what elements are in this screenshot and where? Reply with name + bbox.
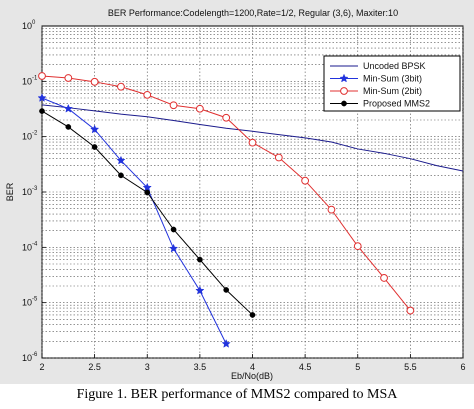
chart-title: BER Performance:Codelength=1200,Rate=1/2… bbox=[108, 8, 398, 18]
x-tick-label: 3.5 bbox=[194, 362, 207, 372]
data-point-circle bbox=[64, 74, 73, 82]
series-group bbox=[37, 93, 231, 348]
y-tick-label: 10-3 bbox=[22, 186, 38, 197]
y-tick-label: 10-4 bbox=[22, 241, 38, 252]
data-point-star bbox=[168, 243, 179, 253]
data-point-circle bbox=[380, 274, 388, 282]
series-line bbox=[41, 97, 227, 345]
data-point-star bbox=[221, 339, 231, 348]
legend-box bbox=[323, 55, 461, 112]
data-point-circle bbox=[117, 82, 125, 91]
series-layer bbox=[37, 72, 464, 348]
data-point-dot bbox=[249, 312, 256, 318]
data-point-star bbox=[142, 182, 152, 192]
legend-item: Proposed MMS2 bbox=[330, 99, 430, 109]
data-point-star bbox=[37, 93, 47, 102]
y-tick-label: 10-6 bbox=[22, 352, 38, 363]
x-tick-label: 5.5 bbox=[404, 362, 417, 372]
data-point-star bbox=[339, 73, 349, 83]
series-group bbox=[39, 108, 256, 318]
data-point-star bbox=[90, 124, 100, 134]
data-point-circle bbox=[327, 205, 336, 214]
data-point-circle bbox=[248, 138, 257, 147]
data-point-dot bbox=[65, 124, 72, 130]
x-axis-title: Eb/No(dB) bbox=[231, 371, 273, 381]
data-point-circle bbox=[406, 306, 415, 315]
data-point-dot bbox=[118, 172, 124, 179]
legend-item: Min-Sum (2bit) bbox=[330, 86, 422, 96]
y-tick-label: 10-5 bbox=[22, 297, 38, 308]
data-point-circle bbox=[90, 77, 99, 86]
data-point-dot bbox=[341, 100, 347, 107]
data-point-circle bbox=[38, 72, 46, 80]
legend-label: Proposed MMS2 bbox=[363, 99, 430, 109]
legend-item: Uncoded BPSK bbox=[330, 61, 426, 71]
series-line bbox=[41, 104, 464, 172]
data-point-star bbox=[195, 285, 205, 295]
data-point-circle bbox=[222, 113, 231, 122]
data-point-dot bbox=[170, 226, 177, 233]
data-point-circle bbox=[301, 176, 310, 185]
ber-chart: BER Performance:Codelength=1200,Rate=1/2… bbox=[5, 8, 466, 381]
legend-label: Uncoded BPSK bbox=[363, 61, 426, 71]
x-tick-label: 4.5 bbox=[299, 362, 312, 372]
y-axis-title: BER bbox=[5, 182, 15, 201]
x-tick-label: 4 bbox=[250, 362, 255, 372]
legend: Uncoded BPSK Min-Sum (3bit) Min-Sum (2bit)… bbox=[323, 55, 461, 112]
figure-panel: BER Performance:Codelength=1200,Rate=1/2… bbox=[0, 0, 474, 384]
data-point-circle bbox=[340, 87, 348, 95]
x-tick-label: 3 bbox=[145, 362, 150, 372]
data-point-circle bbox=[143, 90, 152, 99]
y-tick-labels: 100 10-1 10-2 10-3 10-4 10-5 10-6 bbox=[22, 20, 46, 363]
legend-item: Min-Sum (3bit) bbox=[330, 74, 422, 84]
y-tick-label: 10-1 bbox=[22, 75, 38, 86]
legend-label: Min-Sum (2bit) bbox=[363, 86, 422, 96]
data-point-dot bbox=[197, 256, 203, 263]
data-point-circle bbox=[195, 104, 204, 113]
x-tick-label: 6 bbox=[460, 362, 465, 372]
data-point-dot bbox=[39, 108, 45, 114]
data-point-dot bbox=[144, 189, 151, 196]
data-point-circle bbox=[274, 153, 283, 162]
x-tick-label: 2 bbox=[39, 362, 44, 372]
data-point-star bbox=[63, 103, 73, 113]
x-tick-label: 5 bbox=[355, 362, 360, 372]
legend-label: Min-Sum (3bit) bbox=[363, 74, 422, 84]
data-point-dot bbox=[91, 144, 98, 150]
data-point-circle bbox=[353, 242, 362, 251]
grid-lines bbox=[41, 26, 464, 359]
x-tick-label: 2.5 bbox=[88, 362, 101, 372]
y-tick-label: 100 bbox=[22, 20, 36, 31]
series-group bbox=[38, 72, 415, 315]
series-group bbox=[41, 104, 464, 172]
figure-caption: Figure 1. BER performance of MMS2 compar… bbox=[76, 387, 398, 402]
x-tick-labels: 2 2.5 3 3.5 4 4.5 5 5.5 6 bbox=[39, 354, 466, 372]
data-point-circle bbox=[169, 101, 178, 110]
data-point-star bbox=[116, 155, 126, 165]
data-point-dot bbox=[223, 287, 230, 293]
y-tick-label: 10-2 bbox=[22, 131, 38, 142]
